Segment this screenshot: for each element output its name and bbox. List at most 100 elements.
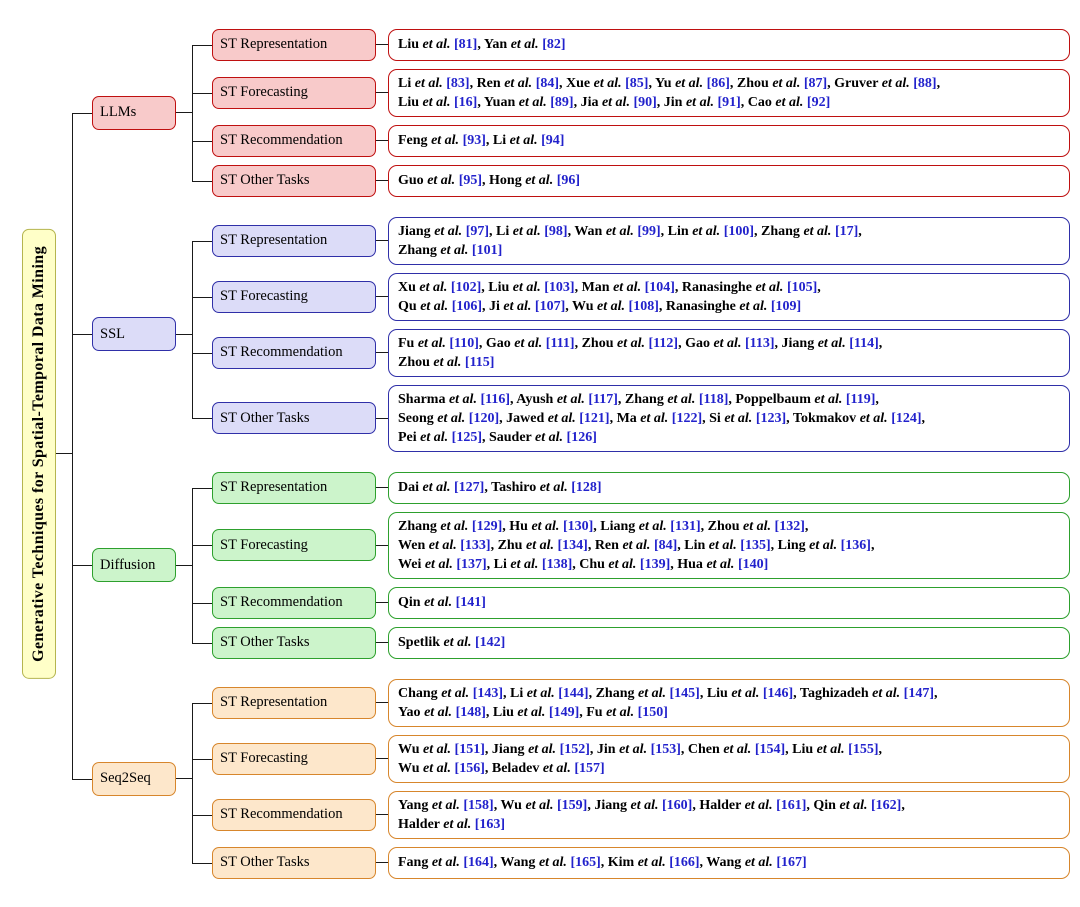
citation-ref-link[interactable]: [132] — [774, 518, 805, 534]
citation-ref-link[interactable]: [130] — [562, 518, 594, 534]
citation-ref-link[interactable]: [162] — [870, 797, 902, 813]
citation: Spetlik et al. [142] — [398, 635, 505, 650]
citation-ref-link[interactable]: [110] — [449, 335, 479, 351]
citation-ref-link[interactable]: [145] — [669, 685, 700, 701]
citation-ref-link[interactable]: [141] — [455, 595, 486, 610]
citation-ref-link[interactable]: [121] — [579, 410, 610, 426]
citation-ref-link[interactable]: [149] — [548, 704, 580, 720]
citation-ref-link[interactable]: [88] — [913, 75, 937, 91]
citation-ref-link[interactable]: [89] — [550, 94, 574, 110]
citation-ref-link[interactable]: [98] — [544, 223, 568, 239]
citation-ref-link[interactable]: [97] — [465, 223, 490, 239]
citation-ref-link[interactable]: [107] — [534, 298, 566, 314]
citation-ref-link[interactable]: [152] — [559, 741, 590, 757]
citation-etal: et al. — [613, 279, 642, 295]
citation-ref-link[interactable]: [113] — [744, 335, 775, 351]
citation-ref-link[interactable]: [94] — [541, 133, 565, 148]
citation-ref-link[interactable]: [114] — [849, 335, 879, 351]
citation-ref-link[interactable]: [17] — [834, 223, 859, 239]
citation-ref-link[interactable]: [140] — [737, 556, 769, 572]
citation-ref-link[interactable]: [151] — [454, 741, 485, 757]
citation-ref-link[interactable]: [91] — [717, 94, 741, 110]
citation-ref-link[interactable]: [122] — [671, 410, 703, 426]
citation-ref-link[interactable]: [106] — [451, 298, 483, 314]
citation-ref-link[interactable]: [153] — [650, 741, 681, 757]
citation-ref-link[interactable]: [96] — [556, 173, 581, 188]
citation-ref-link[interactable]: [90] — [633, 94, 657, 110]
citation-ref-link[interactable]: [86] — [706, 75, 730, 91]
citation-ref-link[interactable]: [117] — [588, 391, 618, 407]
citation-ref-link[interactable]: [143] — [472, 685, 504, 701]
citation-ref-link[interactable]: [118] — [698, 391, 729, 407]
citation-ref-link[interactable]: [112] — [648, 335, 679, 351]
citation-ref-link[interactable]: [104] — [644, 279, 675, 295]
citation-ref-link[interactable]: [105] — [786, 279, 818, 295]
citation-box: Yang et al. [158], Wu et al. [159], Jian… — [388, 790, 1070, 839]
citation-ref-link[interactable]: [166] — [669, 855, 700, 870]
citation-ref-link[interactable]: [100] — [723, 223, 755, 239]
citation-separator: , — [827, 75, 831, 91]
citation-line: Fang et al. [164], Wang et al. [165], Ki… — [398, 853, 1060, 872]
citation-ref-link[interactable]: [147] — [903, 685, 934, 701]
citation-ref-link[interactable]: [109] — [770, 298, 802, 314]
citation-ref-link[interactable]: [159] — [556, 797, 588, 813]
citation-ref-link[interactable]: [81] — [454, 37, 478, 52]
citation-ref-link[interactable]: [128] — [571, 480, 602, 495]
citation-ref-link[interactable]: [150] — [637, 704, 668, 720]
citation-ref-link[interactable]: [119] — [845, 391, 876, 407]
citation-ref-link[interactable]: [115] — [464, 354, 495, 370]
citation-ref-link[interactable]: [148] — [455, 704, 486, 720]
citation-ref-link[interactable]: [146] — [762, 685, 794, 701]
citation-ref-link[interactable]: [102] — [450, 279, 482, 295]
citation-ref-link[interactable]: [136] — [840, 537, 871, 553]
branch-connector-line — [176, 333, 192, 335]
citation-author: Zhang — [624, 391, 668, 407]
citation-ref-link[interactable]: [133] — [460, 537, 491, 553]
citation-ref-link[interactable]: [84] — [653, 537, 678, 553]
citation-ref-link[interactable]: [95] — [458, 173, 483, 188]
citation-ref-link[interactable]: [108] — [628, 298, 659, 314]
citation-ref-link[interactable]: [99] — [637, 223, 661, 239]
citation-ref-link[interactable]: [167] — [776, 855, 807, 870]
citation-ref-link[interactable]: [85] — [625, 75, 649, 91]
citation-ref-link[interactable]: [82] — [542, 37, 566, 52]
citation-ref-link[interactable]: [160] — [662, 797, 693, 813]
citation-ref-link[interactable]: [139] — [639, 556, 671, 572]
citation-ref-link[interactable]: [84] — [535, 75, 560, 91]
citation-ref-link[interactable]: [131] — [670, 518, 701, 534]
citation-ref-link[interactable]: [144] — [558, 685, 589, 701]
citation-ref-link[interactable]: [138] — [541, 556, 573, 572]
citation-ref-link[interactable]: [161] — [776, 797, 807, 813]
citation-ref-link[interactable]: [142] — [475, 635, 506, 650]
citation-ref-link[interactable]: [158] — [463, 797, 494, 813]
citation-ref-link[interactable]: [123] — [755, 410, 787, 426]
citation-ref-link[interactable]: [124] — [891, 410, 922, 426]
citation-ref-link[interactable]: [16] — [454, 94, 478, 110]
citation-ref-link[interactable]: [129] — [471, 518, 503, 534]
citation-ref-link[interactable]: [87] — [803, 75, 828, 91]
citation-ref-link[interactable]: [135] — [740, 537, 771, 553]
citation-ref-link[interactable]: [101] — [471, 242, 503, 258]
citation-ref-link[interactable]: [93] — [462, 133, 486, 148]
citation-ref-link[interactable]: [134] — [557, 537, 588, 553]
citation-separator: , — [482, 298, 486, 314]
category-node: ST Forecasting — [212, 76, 376, 109]
citation-ref-link[interactable]: [157] — [574, 760, 605, 776]
citation-ref-link[interactable]: [137] — [456, 556, 487, 572]
citation-ref-link[interactable]: [83] — [446, 75, 470, 91]
citation-ref-link[interactable]: [156] — [454, 760, 485, 776]
citation-ref-link[interactable]: [120] — [468, 410, 500, 426]
citation-ref-link[interactable]: [111] — [545, 335, 575, 351]
citation-ref-link[interactable]: [103] — [544, 279, 575, 295]
citation-ref-link[interactable]: [125] — [451, 429, 482, 445]
citation-ref-link[interactable]: [155] — [848, 741, 879, 757]
citation-ref-link[interactable]: [163] — [474, 816, 506, 832]
citation-ref-link[interactable]: [165] — [570, 855, 601, 870]
citation-ref-link[interactable]: [92] — [806, 94, 831, 110]
citation-ref-link[interactable]: [127] — [454, 480, 485, 495]
citation-ref-link[interactable]: [116] — [480, 391, 511, 407]
citation-ref-link[interactable]: [126] — [566, 429, 597, 445]
citation-ref-link[interactable]: [154] — [754, 741, 786, 757]
citation-ref-link[interactable]: [164] — [463, 855, 494, 870]
citation-etal: et al. — [606, 704, 635, 720]
